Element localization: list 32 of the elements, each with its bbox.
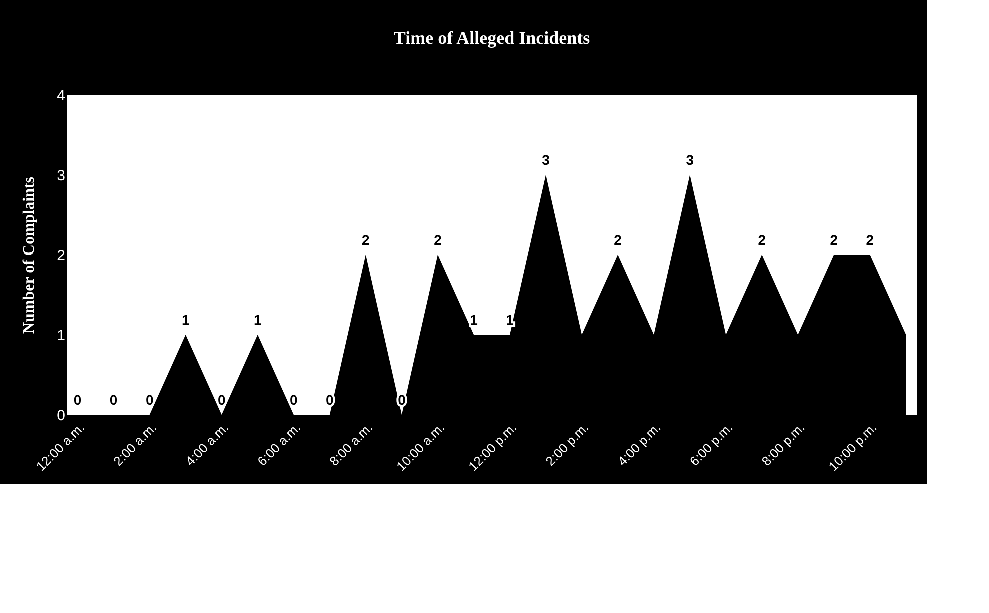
data-label: 2 <box>434 232 442 248</box>
x-tick-label: 6:00 a.m. <box>254 420 304 470</box>
x-tick-label: 8:00 p.m. <box>758 420 808 470</box>
data-label: 0 <box>290 392 298 408</box>
data-label: 2 <box>362 232 370 248</box>
chart-title: Time of Alleged Incidents <box>394 28 590 48</box>
data-label: 1 <box>470 312 478 328</box>
data-label: 2 <box>866 232 874 248</box>
x-tick-label: 8:00 a.m. <box>326 420 376 470</box>
data-label: 2 <box>758 232 766 248</box>
data-label: 3 <box>686 152 694 168</box>
y-axis-title: Number of Complaints <box>21 176 38 334</box>
data-label: 2 <box>830 232 838 248</box>
data-label: 1 <box>254 312 262 328</box>
y-tick-label: 3 <box>57 168 66 184</box>
y-tick-label: 2 <box>57 248 66 264</box>
x-tick-label: 4:00 a.m. <box>182 420 232 470</box>
x-tick-label: 4:00 p.m. <box>614 420 664 470</box>
y-tick-label: 1 <box>57 328 66 344</box>
data-label: 0 <box>326 392 334 408</box>
data-label: 0 <box>74 392 82 408</box>
data-label: 1 <box>182 312 190 328</box>
y-tick-label: 0 <box>57 408 66 424</box>
y-tick-label: 4 <box>57 88 66 104</box>
data-label: 0 <box>398 392 406 408</box>
data-label: 1 <box>506 312 514 328</box>
x-tick-label: 6:00 p.m. <box>686 420 736 470</box>
data-label: 3 <box>542 152 550 168</box>
data-label: 0 <box>218 392 226 408</box>
data-label: 0 <box>110 392 118 408</box>
data-label: 0 <box>146 392 154 408</box>
data-label: 2 <box>614 232 622 248</box>
